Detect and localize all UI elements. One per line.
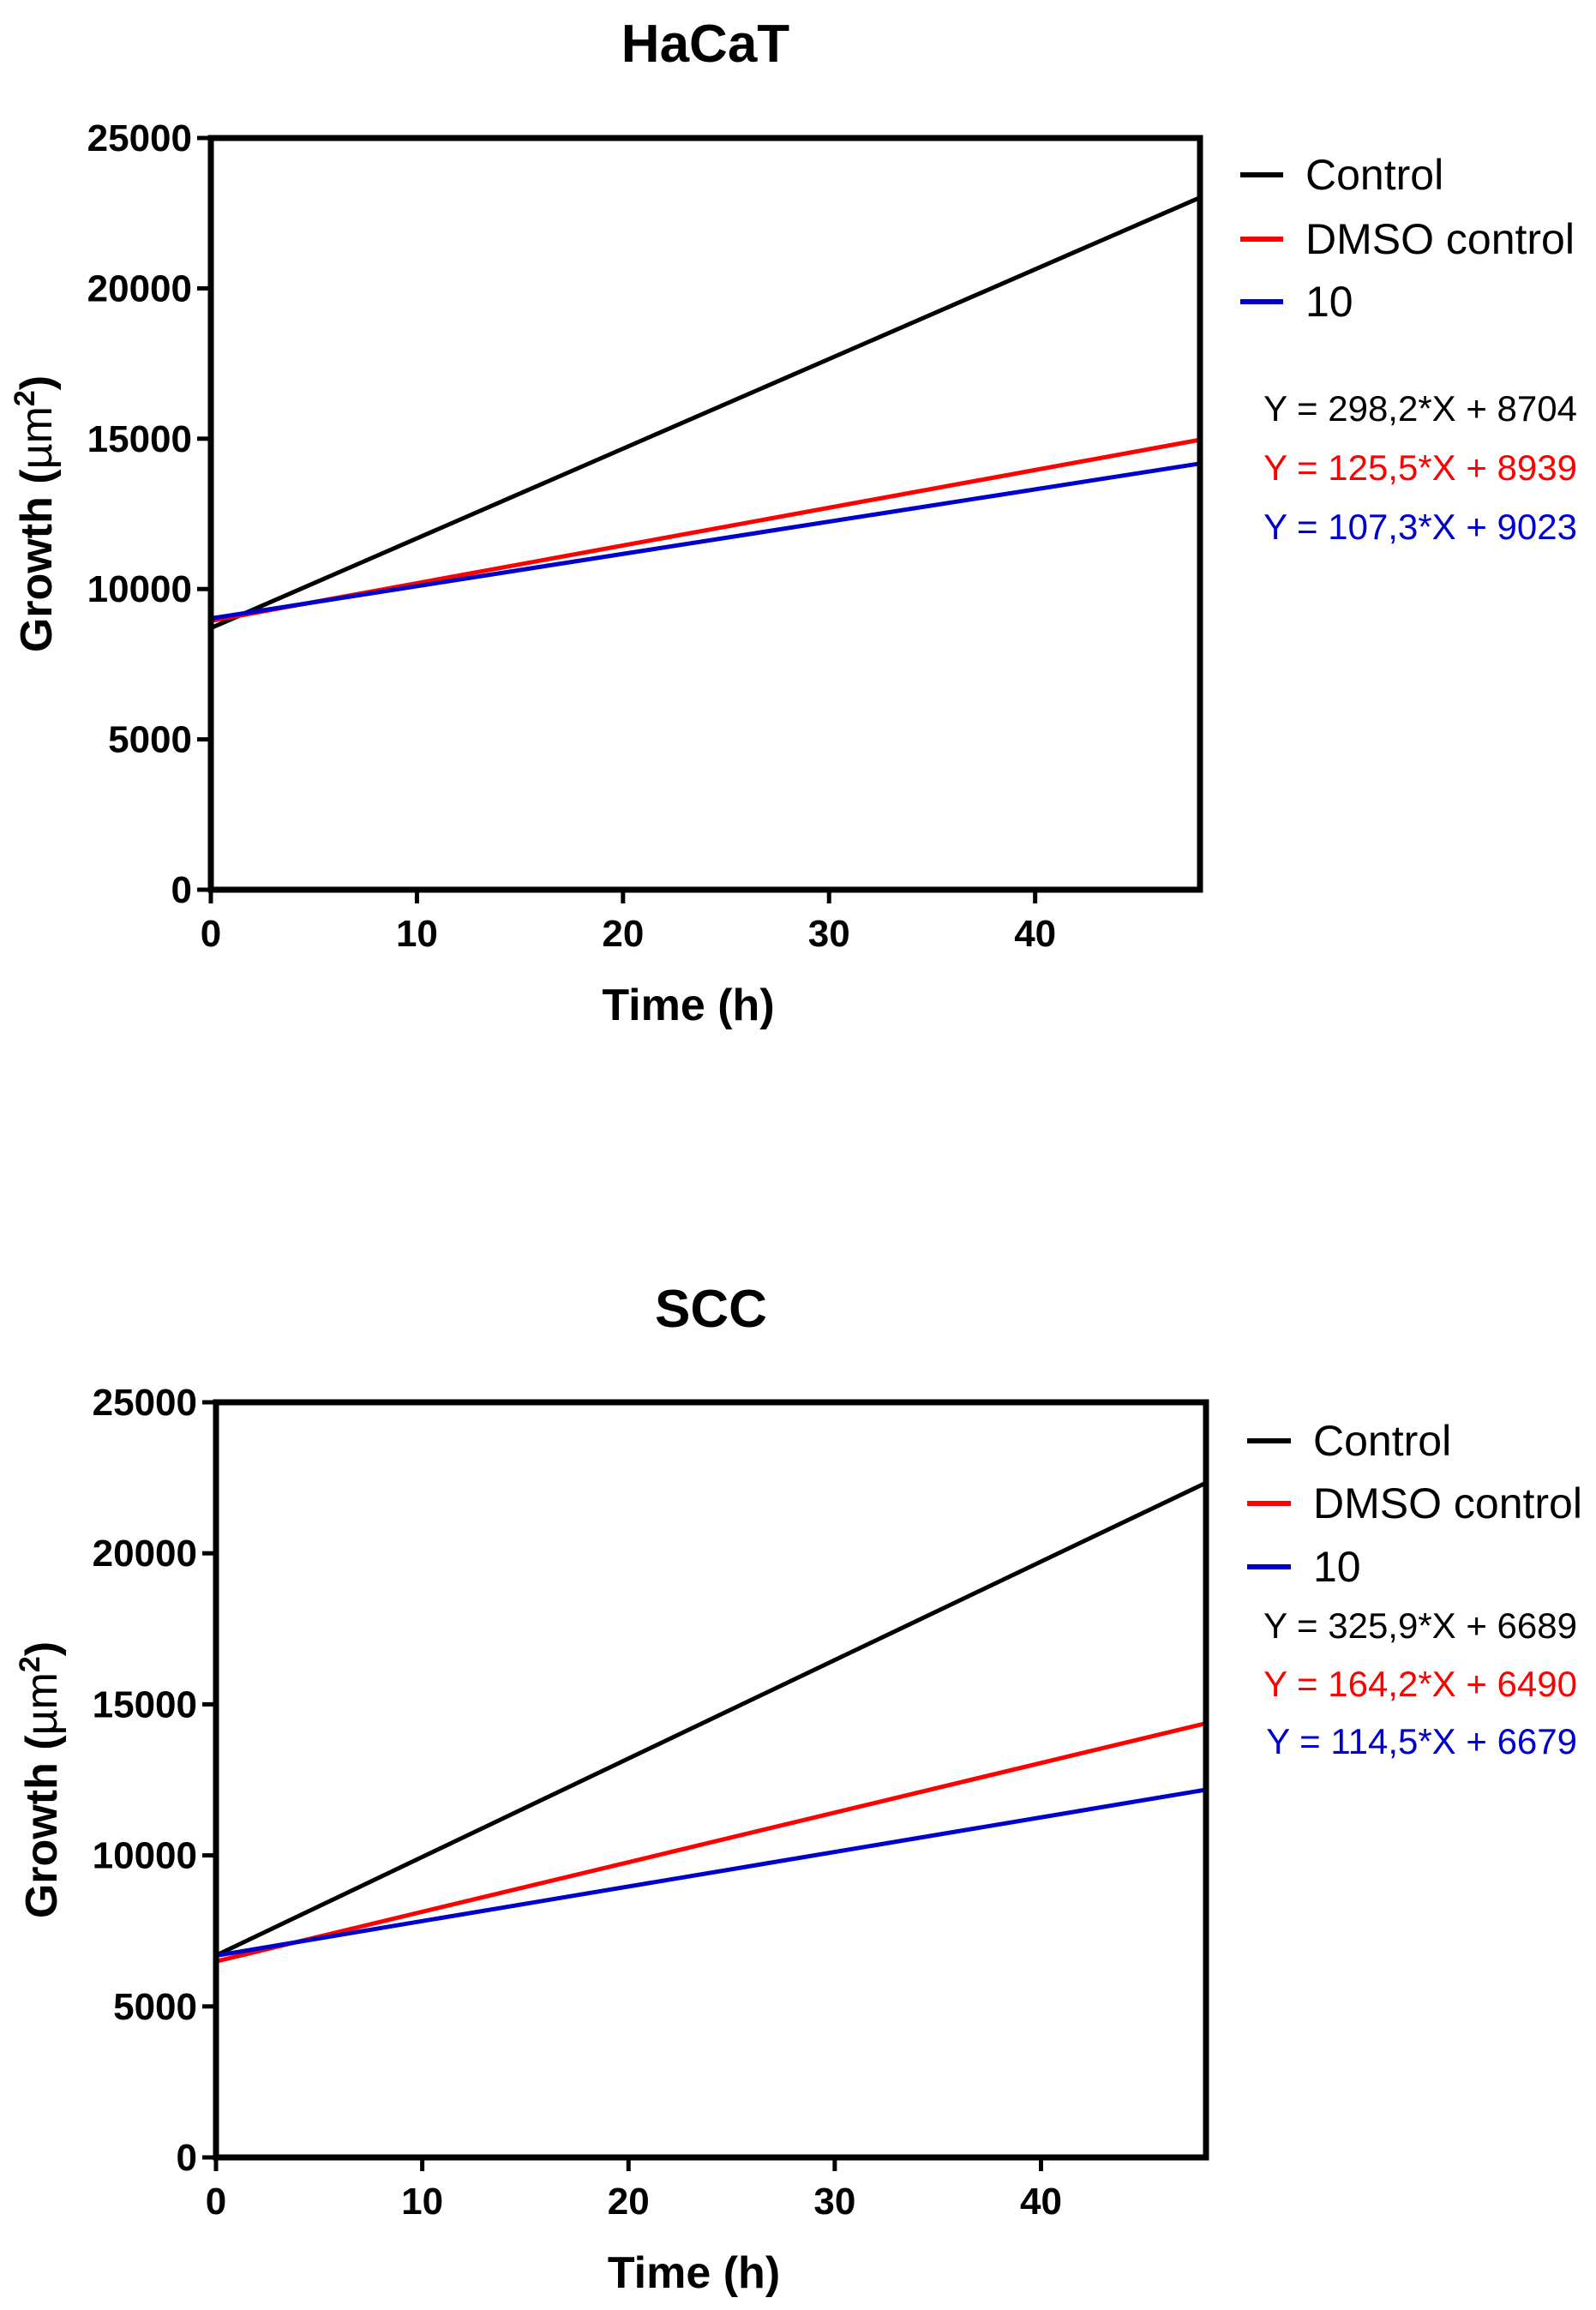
y-tick-label: 20000 [93,1533,197,1575]
equation-label: Y = 164,2*X + 6490 [1263,1664,1577,1704]
chart-panel-1: HaCaT 0 5000 10000 15000 20000 25000 0 10 20 30 40 T… [9,15,1577,1030]
equations: Y = 325,9*X + 6689 Y = 164,2*X + 6490 Y = … [1263,1605,1577,1761]
legend: Control DMSO control 10 [1240,151,1575,326]
legend-label: Control [1313,1417,1451,1465]
x-axis-title: Time (h) [602,981,774,1030]
legend-label: Control [1305,151,1443,199]
x-tick-label: 20 [602,913,644,955]
y-tick-label: 0 [177,2137,197,2179]
x-tick-label: 40 [1014,913,1056,955]
legend: Control DMSO control 10 [1247,1417,1582,1591]
series-line-10 [211,461,1200,621]
y-tick-label: 10000 [93,1835,197,1877]
series-lines [216,1480,1206,1964]
y-tick-label: 25000 [93,1382,197,1424]
x-tick-label: 0 [201,913,221,955]
y-tick-label: 15000 [93,1683,197,1725]
y-tick-label: 15000 [87,418,192,460]
series-line-control [211,195,1200,630]
x-tick-label: 10 [401,2181,443,2223]
x-tick-label: 20 [608,2181,650,2223]
legend-label: DMSO control [1313,1479,1582,1527]
equation-label: Y = 107,3*X + 9023 [1263,507,1577,547]
x-tick-label: 30 [808,913,850,955]
series-lines [211,195,1200,630]
legend-label: DMSO control [1305,215,1575,263]
series-line-10 [216,1787,1206,1959]
equation-label: Y = 114,5*X + 6679 [1266,1721,1577,1761]
x-axis-title: Time (h) [608,2248,780,2298]
series-line-control [216,1480,1206,1958]
equation-label: Y = 125,5*X + 8939 [1263,447,1577,488]
plot-frame [213,1399,1209,2161]
equation-label: Y = 325,9*X + 6689 [1263,1605,1577,1646]
equation-label: Y = 298,2*X + 8704 [1263,388,1577,429]
y-tick-label: 5000 [113,1986,197,2028]
equations: Y = 298,2*X + 8704 Y = 125,5*X + 8939 Y = … [1263,388,1577,547]
legend-label: 10 [1305,278,1353,326]
y-axis-title: Growth (µm2) [9,375,62,652]
chart-title: HaCaT [621,15,790,74]
y-axis-title: Growth (µm2) [14,1641,67,1918]
y-tick-label: 10000 [87,568,192,610]
y-tick-label: 25000 [87,117,192,159]
x-tick-label: 30 [813,2181,855,2223]
y-tick-label: 0 [171,869,192,911]
series-line-dmso-control [216,1721,1206,1964]
x-tick-label: 0 [206,2181,226,2223]
y-tick-label: 20000 [87,267,192,309]
plot-frame [207,135,1203,893]
chart-panel-2: SCC 0 5000 10000 15000 20000 25000 0 10 20 30 40 Tim… [14,1280,1582,2298]
x-tick-label: 40 [1020,2181,1062,2223]
x-tick-label: 10 [396,913,438,955]
chart-title: SCC [655,1280,767,1339]
legend-label: 10 [1313,1543,1361,1591]
y-tick-label: 5000 [108,719,192,761]
